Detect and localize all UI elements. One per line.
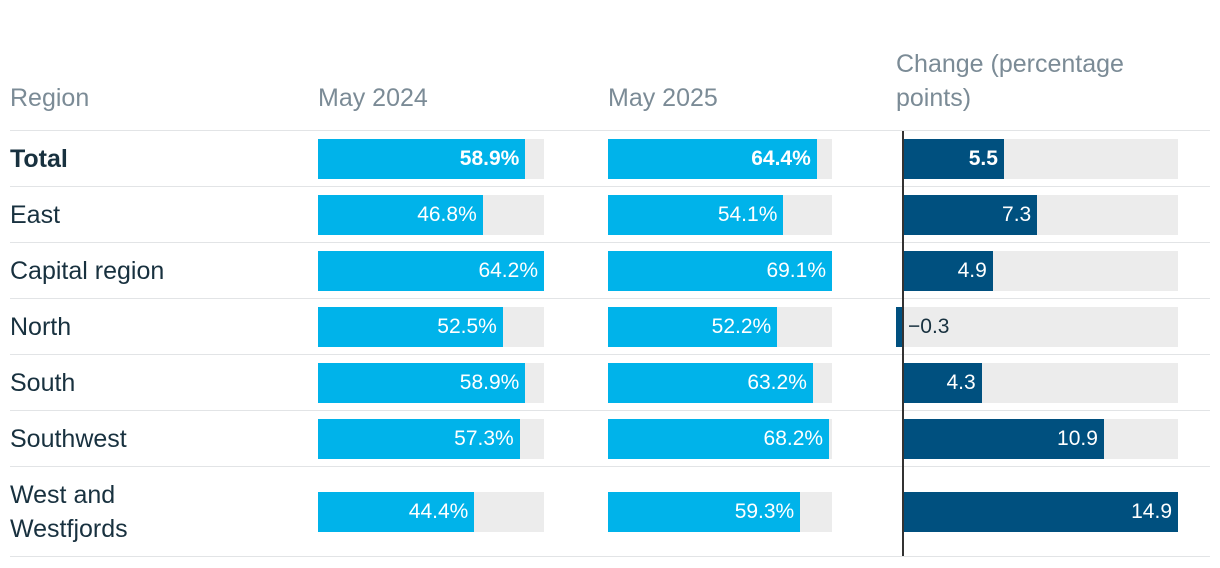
data-label: 64.4% — [751, 147, 811, 170]
data-label: 10.9 — [1057, 427, 1098, 450]
row-separator — [10, 466, 1210, 467]
data-label: 52.2% — [711, 315, 772, 338]
bar-track: 4.9 — [902, 251, 1178, 291]
zero-axis-line — [902, 131, 904, 556]
change-bar — [902, 419, 1104, 459]
bar-track: 64.2% — [318, 251, 544, 291]
row-separator — [10, 354, 1210, 355]
percent-bar — [608, 363, 813, 403]
data-label: 59.3% — [734, 500, 795, 523]
data-label: 4.3 — [946, 371, 976, 394]
bar-track: −0.3 — [896, 307, 1178, 347]
change-bar — [902, 363, 982, 403]
data-label: 69.1% — [766, 259, 826, 282]
data-label: 46.8% — [417, 203, 477, 226]
bar-track: 58.9% — [318, 139, 544, 179]
percent-bar — [318, 363, 526, 403]
percent-bar — [608, 419, 830, 459]
row-separator — [10, 298, 1210, 299]
percent-bar — [608, 139, 817, 179]
bar-track: 57.3% — [318, 419, 544, 459]
bar-track: 7.3 — [902, 195, 1178, 235]
bar-track: 14.9 — [902, 492, 1178, 532]
bar-track: 52.5% — [318, 307, 544, 347]
bar-track: 59.3% — [608, 492, 832, 532]
row-separator — [10, 410, 1210, 411]
bar-track: 68.2% — [608, 419, 832, 459]
data-label: 4.9 — [957, 259, 987, 282]
percent-bar — [608, 195, 784, 235]
data-label: 57.3% — [454, 427, 514, 450]
header-may-2024: May 2024 — [318, 84, 428, 112]
data-label: 44.4% — [408, 500, 469, 523]
percent-bar — [608, 251, 832, 291]
region-label: Capital region — [10, 257, 165, 285]
change-bar — [902, 139, 1004, 179]
percent-bar — [318, 251, 544, 291]
data-label: 7.3 — [1002, 203, 1032, 226]
data-label: 63.2% — [747, 371, 807, 394]
region-label: East — [10, 201, 61, 229]
row-separator — [10, 556, 1210, 557]
change-bar — [902, 251, 993, 291]
data-label: −0.3 — [908, 315, 950, 338]
percent-bar — [608, 307, 778, 347]
bar-track: 63.2% — [608, 363, 832, 403]
data-label: 58.9% — [459, 147, 520, 170]
header-change: Change (percentage points) — [896, 50, 1124, 112]
bar-track: 46.8% — [318, 195, 544, 235]
change-bar — [902, 195, 1038, 235]
change-bar — [902, 492, 1178, 532]
region-label: Southwest — [10, 425, 127, 453]
percent-bar — [318, 139, 526, 179]
data-label: 68.2% — [763, 427, 824, 450]
data-label: 54.1% — [717, 203, 778, 226]
bar-track: 4.3 — [902, 363, 1178, 403]
region-label: Total — [10, 145, 68, 173]
bar-track: 5.5 — [902, 139, 1178, 179]
percent-bar — [318, 492, 475, 532]
bar-track: 69.1% — [608, 251, 832, 291]
bar-track: 64.4% — [608, 139, 832, 179]
percent-bar — [608, 492, 801, 532]
data-label: 5.5 — [968, 147, 998, 170]
row-separator — [10, 242, 1210, 243]
region-label: West and Westfjords — [10, 481, 128, 543]
bar-track: 44.4% — [318, 492, 544, 532]
percent-bar — [318, 419, 520, 459]
bar-track: 58.9% — [318, 363, 544, 403]
percent-bar — [318, 195, 483, 235]
bar-track: 52.2% — [608, 307, 832, 347]
row-separator — [10, 186, 1210, 187]
data-label: 64.2% — [478, 259, 538, 282]
header-may-2025: May 2025 — [608, 84, 718, 112]
region-label: North — [10, 313, 72, 341]
change-bar — [896, 307, 902, 347]
region-label: South — [10, 369, 76, 397]
header-region: Region — [10, 84, 90, 112]
data-label: 58.9% — [459, 371, 520, 394]
data-label: 14.9 — [1131, 500, 1172, 523]
percent-bar — [318, 307, 503, 347]
data-label: 52.5% — [437, 315, 497, 338]
bar-track: 54.1% — [608, 195, 832, 235]
row-separator — [10, 130, 1210, 131]
bar-track: 10.9 — [902, 419, 1178, 459]
